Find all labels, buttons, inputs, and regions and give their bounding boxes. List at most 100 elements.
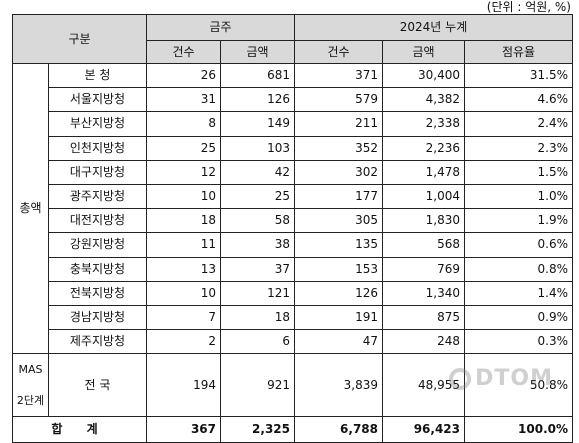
cell-c-count: 3,839 [294,353,383,418]
cell-c-count: 579 [294,87,383,113]
cell-c-amount: 4,382 [382,87,465,113]
cell-w-amount: 921 [220,353,295,418]
row-office-name: 부산지방청 [48,111,147,137]
cell-w-amount: 126 [220,87,295,113]
header-cumulative: 2024년 누계 [293,14,574,41]
cell-w-count: 12 [146,159,221,186]
cell-w-amount: 37 [220,256,295,282]
table-row: 총액 본 청 26 681 371 30,400 31.5% [12,62,574,355]
cell-w-count: 8 [146,111,221,137]
table-row: 충북지방청 13 37 153 769 0.8% [13,256,574,282]
cell-c-count: 352 [294,135,383,161]
cell-c-amount: 2,338 [382,111,465,137]
cell-w-amount: 25 [220,184,295,210]
unit-note: (단위 : 억원, %) [486,0,571,14]
cell-share: 4.6% [463,87,574,113]
cell-c-count: 177 [294,184,383,210]
total-label: 합 계 [12,416,147,443]
cell-share: 2.4% [463,111,574,137]
cell-w-count: 13 [146,256,221,282]
cell-w-count: 11 [146,232,221,258]
cell-w-amount: 6 [220,329,295,355]
table-row: 서울지방청 31 126 579 4,382 4.6% [13,87,574,113]
cell-w-count: 18 [146,208,221,234]
cell-c-amount: 568 [382,232,465,258]
cell-w-amount: 681 [220,62,295,89]
cell-c-amount: 1,478 [382,159,465,186]
cell-w-amount: 149 [220,111,295,137]
cell-c-count: 302 [294,159,383,186]
cell-c-count: 126 [294,280,383,307]
table-row: 대구지방청 12 42 302 1,478 1.5% [13,159,574,186]
table-row: 인천지방청 25 103 352 2,236 2.3% [13,135,574,161]
row-office-name: 전 국 [48,353,147,418]
table-row-mas: MAS 2단계 전 국 194 921 3,839 48,955 50.8% [12,353,574,418]
row-office-name: 대구지방청 [48,159,147,186]
cell-w-count: 7 [146,305,221,331]
table-row: 광주지방청 10 25 177 1,004 1.0% [13,184,574,210]
cell-c-amount: 769 [382,256,465,282]
header-week-amount: 금액 [220,40,295,64]
cell-c-amount: 875 [382,305,465,331]
total-c-count: 6,788 [294,416,383,443]
cell-w-count: 10 [146,184,221,210]
total-c-amount: 96,423 [382,416,465,443]
table-row: 전북지방청 10 121 126 1,340 1.4% [13,280,574,307]
cell-share: 1.9% [463,208,574,234]
header-category: 구분 [12,14,147,64]
cell-share: 2.3% [463,135,574,161]
row-office-name: 전북지방청 [48,280,147,307]
cell-c-count: 211 [294,111,383,137]
cell-c-count: 135 [294,232,383,258]
cell-w-count: 26 [146,62,221,89]
row-office-name: 서울지방청 [48,87,147,113]
table-row: 강원지방청 11 38 135 568 0.6% [13,232,574,258]
row-office-name: 제주지방청 [48,329,147,355]
cell-c-amount: 248 [382,329,465,355]
total-w-amount: 2,325 [220,416,295,443]
row-office-name: 광주지방청 [48,184,147,210]
cell-share: 1.0% [463,184,574,210]
cell-c-amount: 30,400 [382,62,465,89]
cell-w-amount: 103 [220,135,295,161]
header-cum-count: 건수 [294,40,383,64]
total-share: 100.0% [463,416,574,443]
cell-c-count: 305 [294,208,383,234]
table-row: 제주지방청 2 6 47 248 0.3% [13,329,574,355]
cell-share: 0.6% [463,232,574,258]
header-cum-amount: 금액 [382,40,465,64]
table-row: 경남지방청 7 18 191 875 0.9% [13,305,574,331]
cell-c-count: 191 [294,305,383,331]
cell-c-amount: 1,830 [382,208,465,234]
watermark-logo: DTOM [449,366,553,391]
table-row-total: 합 계 367 2,325 6,788 96,423 100.0% [12,416,574,443]
row-office-name: 대전지방청 [48,208,147,234]
cell-c-amount: 1,004 [382,184,465,210]
header-this-week: 금주 [146,14,295,41]
cell-w-count: 194 [146,353,221,418]
row-office-name: 본 청 [48,62,147,89]
table-row: 대전지방청 18 58 305 1,830 1.9% [13,208,574,234]
cell-c-count: 153 [294,256,383,282]
cell-w-count: 31 [146,87,221,113]
table-body: 총액 본 청 26 681 371 30,400 31.5% 서울지방청 31 126 579 4,3… [12,62,574,443]
header-week-count: 건수 [146,40,221,64]
cell-w-amount: 58 [220,208,295,234]
cell-w-count: 25 [146,135,221,161]
cell-w-amount: 42 [220,159,295,186]
row-office-name: 강원지방청 [48,232,147,258]
group-label-total: 총액 [12,62,49,355]
header-share: 점유율 [463,40,574,64]
cell-share: 1.5% [463,159,574,186]
cell-share: 0.3% [463,329,574,355]
cell-w-count: 10 [146,280,221,307]
cell-w-amount: 18 [220,305,295,331]
cell-w-amount: 121 [220,280,295,307]
cell-w-amount: 38 [220,232,295,258]
table-row: 부산지방청 8 149 211 2,338 2.4% [13,111,574,137]
cell-share: 0.8% [463,256,574,282]
total-w-count: 367 [146,416,221,443]
cell-c-amount: 1,340 [382,280,465,307]
cell-c-count: 47 [294,329,383,355]
group-label-mas: MAS 2단계 [12,353,49,418]
